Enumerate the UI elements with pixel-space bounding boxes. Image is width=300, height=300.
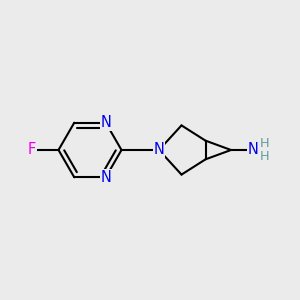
Text: N: N	[100, 115, 111, 130]
Text: N: N	[154, 142, 164, 158]
Text: H: H	[260, 150, 270, 163]
Text: N: N	[100, 170, 111, 185]
Text: H: H	[260, 137, 270, 150]
Text: F: F	[28, 142, 36, 158]
Text: N: N	[248, 142, 259, 158]
